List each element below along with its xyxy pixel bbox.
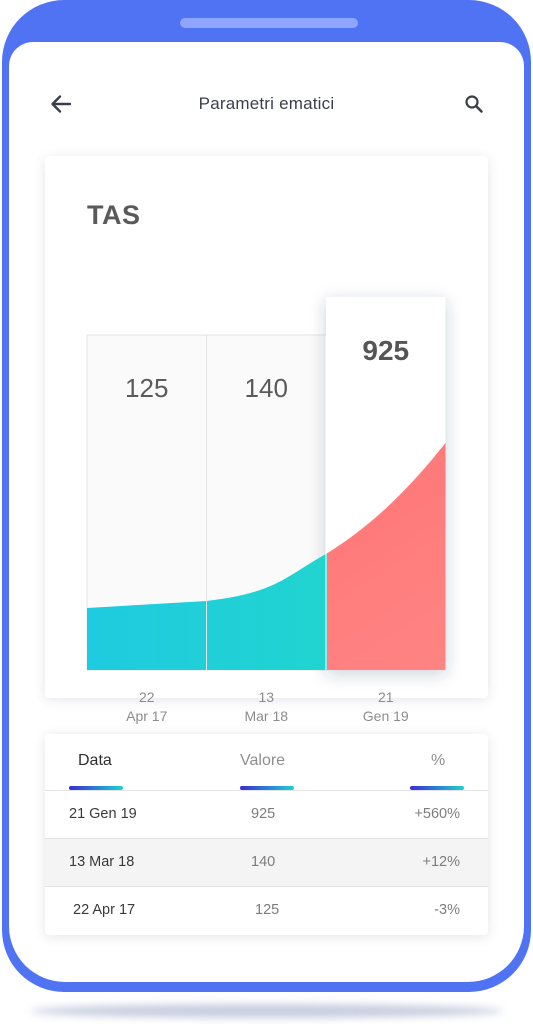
cell-date: 21 Gen 19 (69, 806, 137, 822)
device-shadow (30, 1004, 503, 1018)
chart-title: TAS (87, 200, 141, 230)
x-axis-label: 13 Mar 18 (206, 688, 326, 726)
cell-percent: +560% (414, 806, 460, 822)
page-title: Parametri ematici (198, 94, 335, 113)
cell-date: 13 Mar 18 (69, 854, 135, 870)
cell-value: 140 (251, 854, 276, 870)
x-axis-label-day: 13 (258, 689, 275, 705)
x-axis-label-month: Mar 18 (244, 708, 289, 724)
search-icon[interactable] (463, 93, 485, 115)
x-axis-label-month: Apr 17 (126, 708, 168, 724)
x-axis-label-day: 21 (377, 689, 394, 705)
x-axis-label-month: Gen 19 (362, 708, 409, 724)
chart-value-label: 140 (245, 373, 288, 403)
table-row[interactable]: 21 Gen 19 925 +560% (45, 791, 488, 839)
header-divider (45, 790, 488, 791)
column-indicator-percent (410, 786, 464, 790)
chart-value-label: 125 (125, 373, 168, 403)
x-axis-label: 21 Gen 19 (326, 688, 446, 726)
column-header-value[interactable]: Valore (240, 752, 286, 769)
area-series-selected (327, 443, 446, 670)
area-chart: 125 140 925 (86, 297, 446, 671)
device-speaker (180, 18, 358, 28)
row-divider (45, 886, 488, 887)
table-row[interactable]: 22 Apr 17 125 -3% (45, 887, 488, 935)
row-divider (45, 838, 488, 839)
cell-value: 125 (255, 902, 280, 918)
x-axis-label-day: 22 (138, 689, 155, 705)
chart-value-label: 925 (362, 335, 409, 366)
table-row[interactable]: 13 Mar 18 140 +12% (45, 839, 488, 887)
column-header-percent[interactable]: % (431, 752, 446, 769)
app-screen: Parametri ematici TAS (9, 42, 524, 982)
cell-percent: +12% (422, 854, 461, 870)
x-axis-label: 22 Apr 17 (87, 688, 207, 726)
cell-percent: -3% (434, 902, 460, 918)
column-indicator-date (69, 786, 123, 790)
chart-card: TAS 125 140 925 22 Apr 17 13 Mar 18 21 Gen 19 (45, 156, 488, 724)
history-table: Data Valore % 21 Gen 19 925 +560% 13 Mar… (45, 734, 488, 935)
column-header-date[interactable]: Data (78, 752, 112, 769)
back-arrow-icon[interactable] (49, 92, 73, 116)
cell-date: 22 Apr 17 (73, 902, 136, 918)
cell-value: 925 (251, 806, 276, 822)
column-indicator-value (240, 786, 294, 790)
